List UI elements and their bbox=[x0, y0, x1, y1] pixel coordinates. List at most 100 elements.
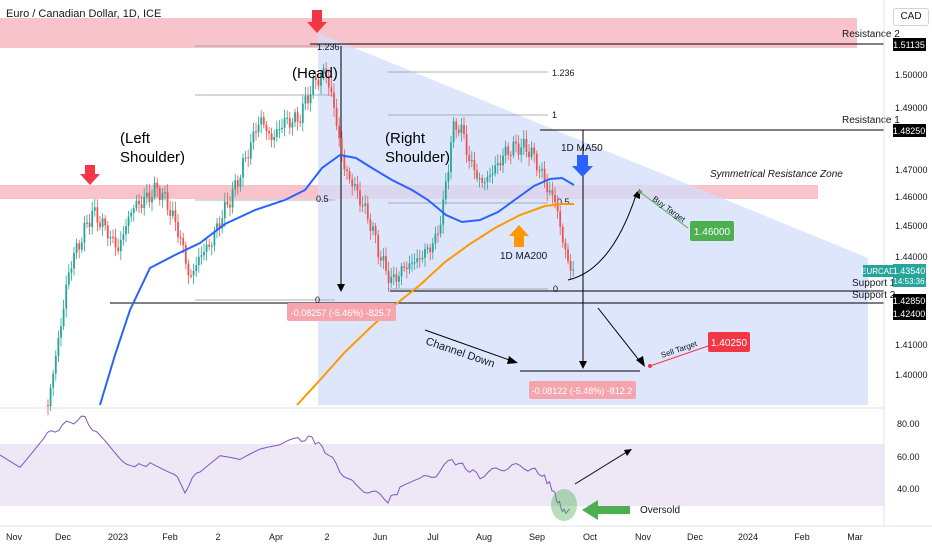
time-label: Nov bbox=[6, 532, 23, 542]
candle-body bbox=[93, 207, 96, 211]
time-label: 2 bbox=[215, 532, 220, 542]
candle-body bbox=[200, 255, 203, 257]
candle-body bbox=[52, 373, 55, 388]
candle-body bbox=[140, 204, 143, 209]
candle-body bbox=[343, 154, 346, 170]
candle-body bbox=[520, 147, 523, 155]
candle-body bbox=[460, 124, 463, 133]
candle-body bbox=[463, 124, 465, 134]
candle-body bbox=[387, 270, 390, 283]
ma50-label: 1D MA50 bbox=[561, 143, 603, 154]
candle-body bbox=[494, 165, 497, 174]
resistance-2-tag-bg bbox=[893, 38, 926, 51]
time-label: Sep bbox=[529, 532, 545, 542]
candle-body bbox=[372, 226, 374, 231]
right-shoulder-label-1: (Right bbox=[385, 130, 426, 147]
candle-body bbox=[561, 227, 564, 243]
time-label: Feb bbox=[162, 532, 178, 542]
arrow-up-orange-icon bbox=[509, 225, 529, 247]
candles bbox=[47, 62, 575, 416]
price-tick: 1.47000 bbox=[895, 165, 928, 175]
candle-body bbox=[286, 117, 289, 119]
candle-body bbox=[208, 244, 211, 247]
candle-body bbox=[486, 176, 489, 183]
candle-body bbox=[502, 155, 504, 166]
candle-body bbox=[465, 133, 468, 155]
candle-body bbox=[96, 207, 99, 223]
candle-body bbox=[533, 147, 536, 154]
time-axis[interactable]: Nov Dec 2023 Feb 2 Apr 2 Jun Jul Aug Sep Oct Nov Dec 2… bbox=[6, 532, 863, 542]
candle-body bbox=[166, 192, 169, 210]
ma200-line bbox=[296, 203, 574, 406]
candle-body bbox=[481, 178, 484, 183]
candle-body bbox=[468, 154, 471, 162]
fib-left bbox=[195, 45, 335, 301]
candle-body bbox=[330, 87, 333, 93]
candle-body bbox=[325, 68, 328, 77]
resistance-1-tag: 1.48250 bbox=[893, 126, 926, 136]
candle-body bbox=[226, 201, 229, 205]
candle-body bbox=[395, 274, 398, 282]
candle-body bbox=[543, 168, 546, 183]
candle-body bbox=[288, 117, 291, 128]
candle-body bbox=[541, 168, 543, 171]
candle-body bbox=[47, 405, 49, 407]
buy-curve-arrow bbox=[567, 191, 638, 281]
candle-body bbox=[512, 141, 515, 156]
candle-body bbox=[338, 125, 341, 139]
candle-body bbox=[426, 247, 429, 250]
measure-right-box bbox=[529, 381, 636, 399]
candle-body bbox=[112, 236, 114, 239]
currency-button[interactable]: CAD bbox=[893, 8, 929, 26]
candle-body bbox=[49, 387, 52, 407]
candle-body bbox=[320, 73, 322, 86]
candle-body bbox=[429, 247, 432, 253]
candle-body bbox=[314, 77, 317, 81]
support-2-label: Support 2 bbox=[852, 290, 896, 301]
candle-body bbox=[153, 182, 156, 198]
time-label: Jun bbox=[373, 532, 388, 542]
candle-body bbox=[255, 131, 257, 133]
candle-body bbox=[265, 124, 268, 132]
time-label: 2023 bbox=[108, 532, 128, 542]
measure-left-box bbox=[287, 303, 396, 321]
channel-down-arrow bbox=[424, 329, 516, 363]
support-1-label: Support 1 bbox=[852, 278, 896, 289]
resistance-2-label: Resistance 2 bbox=[842, 29, 900, 40]
candle-body bbox=[559, 211, 562, 228]
candle-body bbox=[114, 237, 117, 248]
sell-path-arrowhead bbox=[636, 356, 645, 367]
right-shoulder-label-2: Shoulder) bbox=[385, 149, 450, 166]
candle-body bbox=[450, 142, 452, 172]
sell-target-dot bbox=[648, 364, 652, 368]
rsi-axis[interactable]: 80.00 60.00 40.00 bbox=[897, 419, 920, 494]
symmetrical-zone-label: Symmetrical Resistance Zone bbox=[710, 169, 843, 180]
candle-body bbox=[369, 219, 372, 231]
candle-body bbox=[270, 133, 273, 141]
candle-body bbox=[75, 243, 78, 253]
candle-body bbox=[356, 184, 359, 191]
countdown-tag: 14:53:36 bbox=[893, 277, 925, 286]
candle-body bbox=[156, 182, 159, 189]
candle-body bbox=[132, 208, 135, 213]
candle-body bbox=[483, 182, 486, 184]
candle-body bbox=[83, 222, 86, 243]
fib-right-zero: 0 bbox=[553, 284, 558, 294]
candle-body bbox=[470, 159, 473, 162]
symbol-title[interactable]: Euro / Canadian Dollar, 1D, ICE bbox=[6, 8, 162, 20]
candle-body bbox=[546, 182, 549, 193]
price-tick: 1.49000 bbox=[895, 103, 928, 113]
candle-body bbox=[164, 192, 166, 194]
candle-body bbox=[203, 251, 205, 256]
candle-body bbox=[398, 276, 400, 282]
candle-body bbox=[496, 163, 499, 166]
candle-body bbox=[54, 355, 57, 374]
sell-target-line bbox=[649, 345, 709, 367]
price-axis[interactable]: 1.50000 1.49000 1.47000 1.46000 1.45000 1.440… bbox=[895, 70, 928, 380]
candle-body bbox=[348, 171, 351, 180]
candle-body bbox=[216, 223, 218, 231]
candle-body bbox=[353, 184, 356, 187]
candle-body bbox=[569, 261, 572, 271]
